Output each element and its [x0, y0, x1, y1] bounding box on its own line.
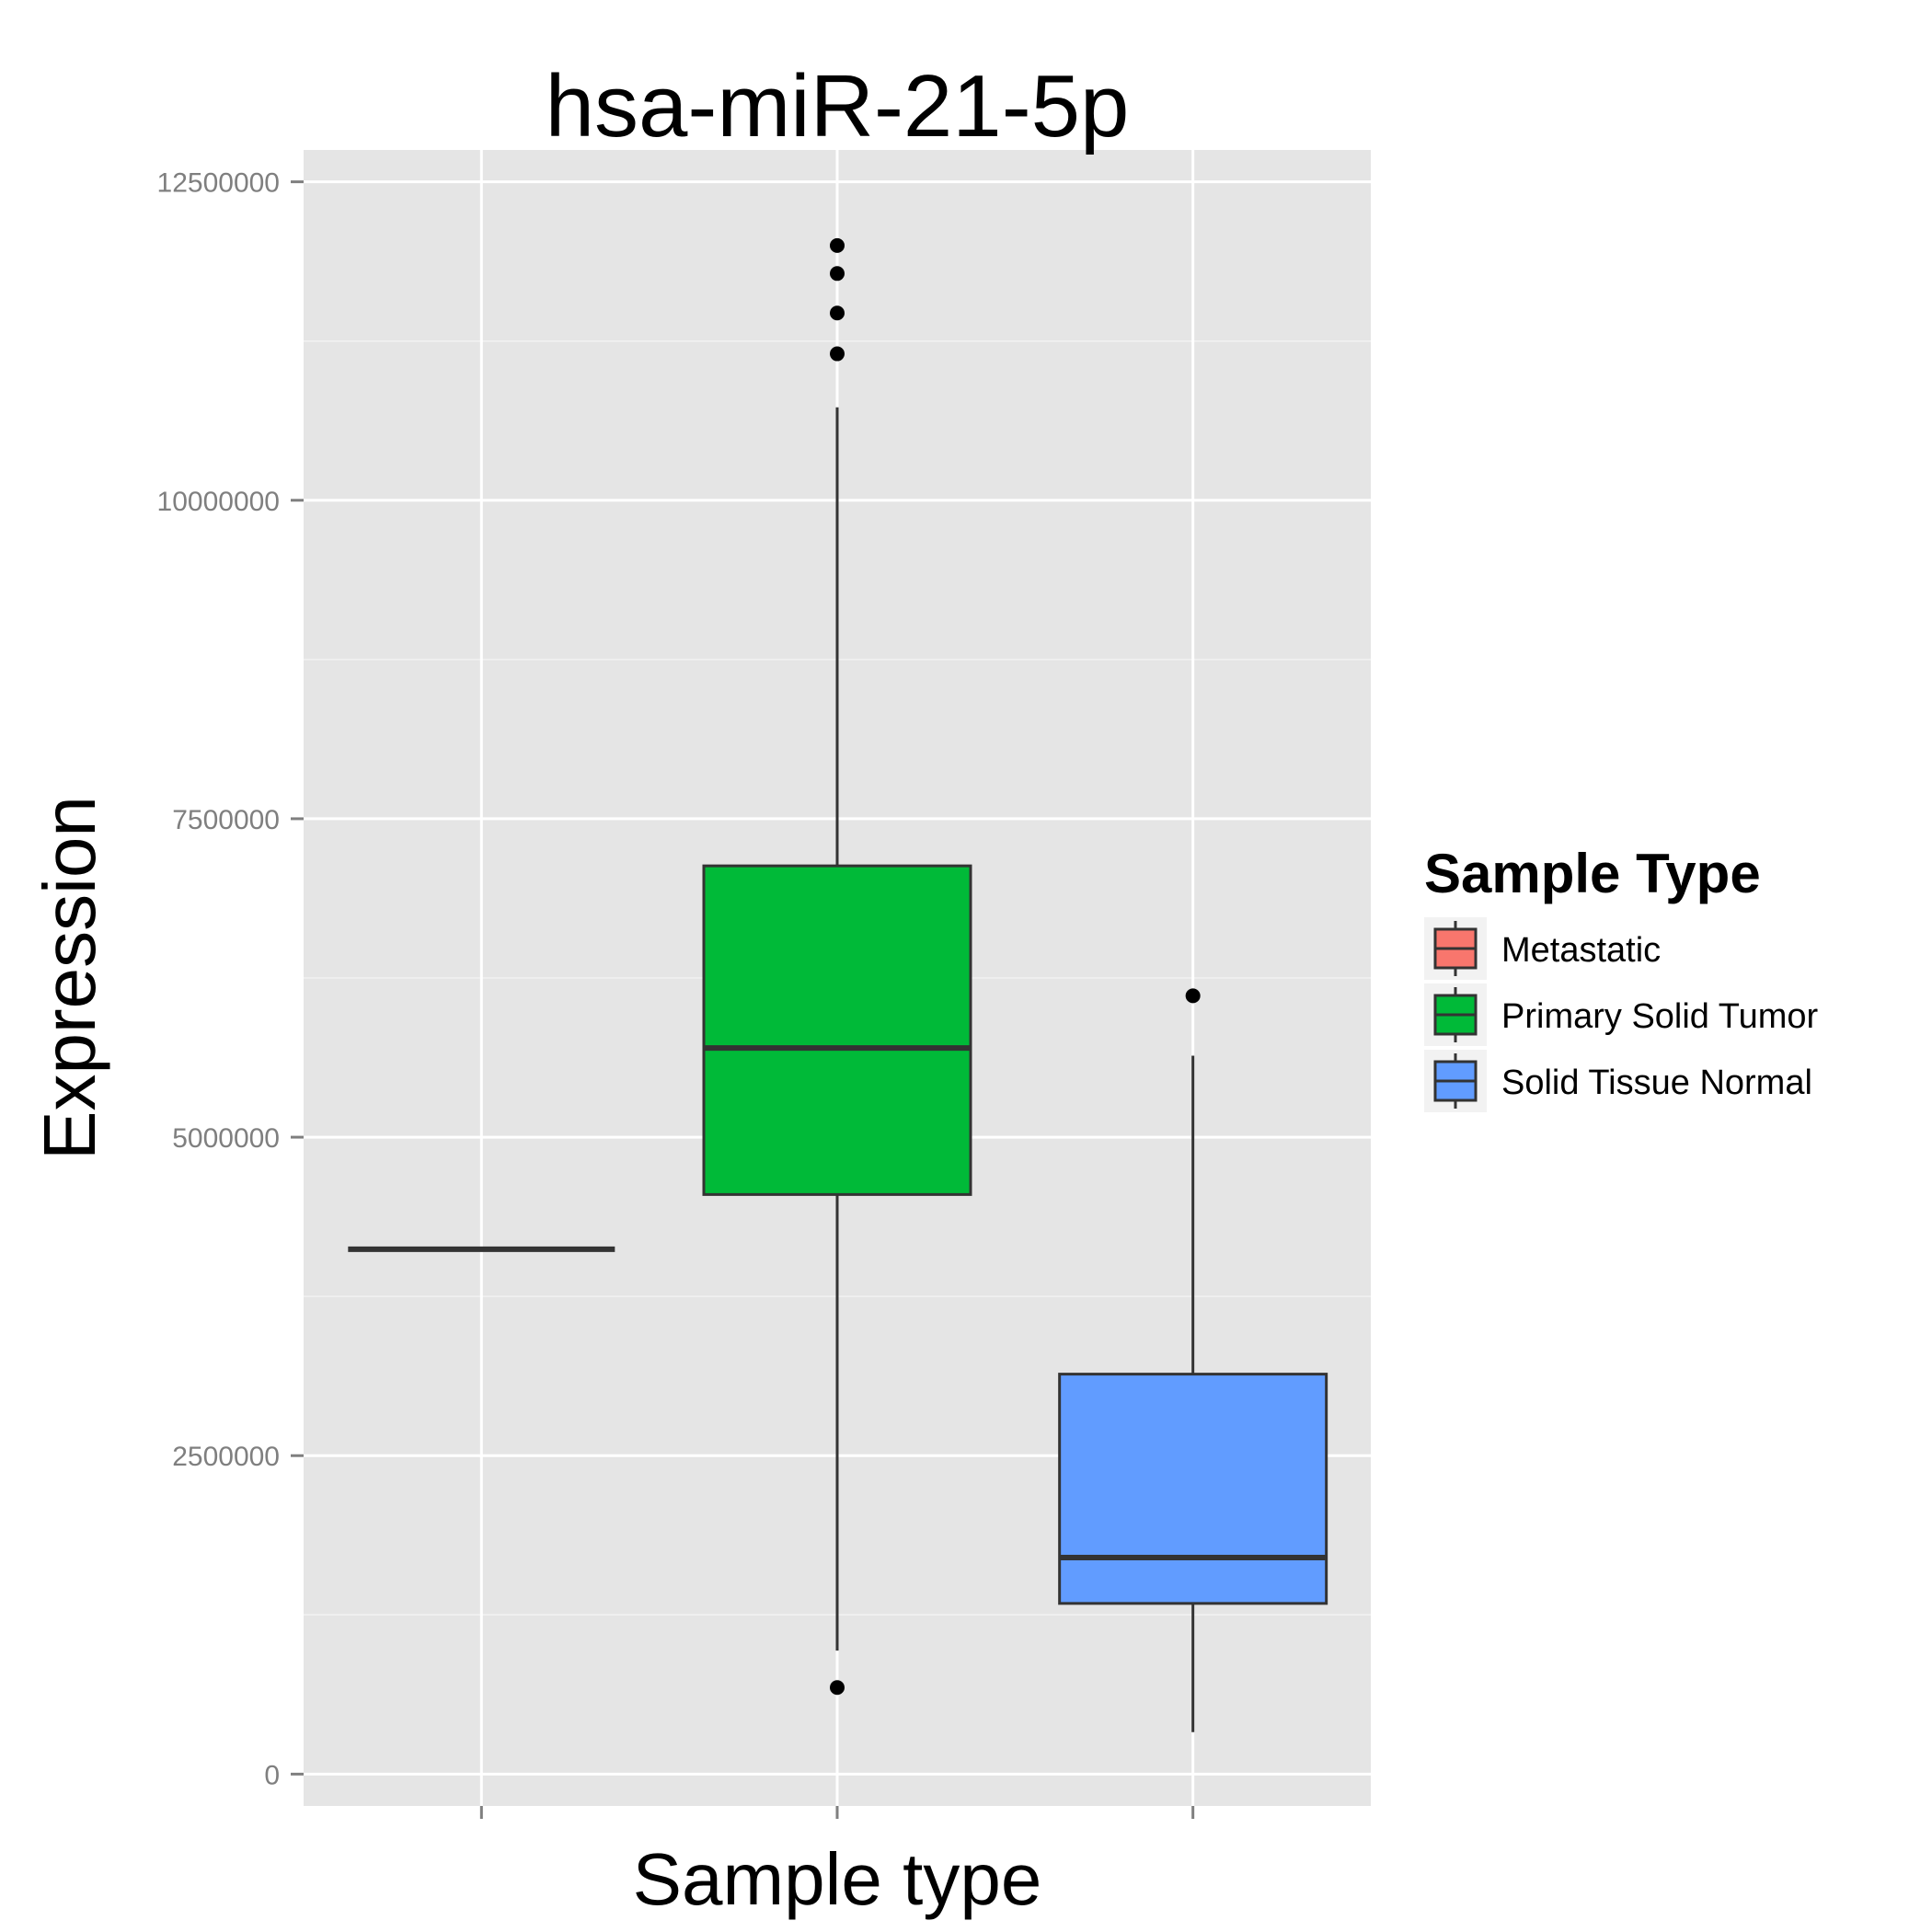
box-primary-solid-tumor	[702, 237, 972, 1696]
box-solid-tissue-normal	[1058, 988, 1328, 1732]
y-axis: 0 2500000 5000000 7500000 10000000 12500000	[157, 168, 304, 1790]
boxes	[348, 237, 1328, 1732]
outlier-point	[830, 266, 845, 282]
box-body	[702, 864, 972, 1196]
outlier-point	[830, 237, 845, 253]
box-body	[1058, 1373, 1328, 1605]
outlier-point	[830, 1680, 845, 1696]
legend-item-primary-solid-tumor: Primary Solid Tumor	[1424, 983, 1819, 1046]
legend-title: Sample Type	[1424, 843, 1761, 904]
x-axis-title: Sample type	[633, 1838, 1042, 1920]
legend: Sample Type Metastatic Primary Solid Tumo…	[1424, 843, 1819, 1112]
legend-label: Solid Tissue Normal	[1501, 1064, 1812, 1102]
legend-item-solid-tissue-normal: Solid Tissue Normal	[1424, 1050, 1812, 1112]
legend-label: Metastatic	[1501, 931, 1661, 970]
y-tick-label: 0	[264, 1760, 280, 1790]
y-tick-label: 12500000	[157, 168, 280, 199]
chart-title: hsa-miR-21-5p	[546, 57, 1130, 155]
y-tick-label: 10000000	[157, 487, 280, 517]
outlier-point	[830, 346, 845, 362]
x-axis	[479, 1806, 1195, 1819]
outlier-point	[830, 305, 845, 321]
y-tick-label: 5000000	[172, 1123, 280, 1154]
legend-items: Metastatic Primary Solid Tumor Solid Tissu…	[1424, 917, 1819, 1112]
legend-label: Primary Solid Tumor	[1501, 997, 1819, 1036]
legend-item-metastatic: Metastatic	[1424, 917, 1661, 980]
y-tick-label: 7500000	[172, 805, 280, 835]
y-axis-title: Expression	[29, 796, 110, 1160]
outlier-point	[1185, 988, 1201, 1004]
y-tick-label: 2500000	[172, 1442, 280, 1472]
